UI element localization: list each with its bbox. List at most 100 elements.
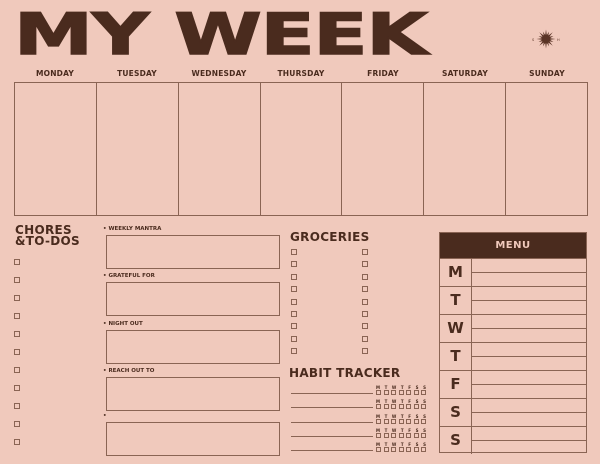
habit-day-letter: T <box>384 427 388 433</box>
habit-line[interactable] <box>291 435 373 437</box>
grocery-checkbox[interactable] <box>362 323 368 330</box>
day-cell[interactable] <box>342 83 425 215</box>
grocery-checkbox[interactable] <box>362 348 368 355</box>
habit-checkbox[interactable] <box>413 447 419 453</box>
menu-line[interactable] <box>472 329 586 342</box>
habit-checkbox[interactable] <box>413 390 419 395</box>
habit-checkbox[interactable] <box>376 447 381 453</box>
day-cell[interactable] <box>179 83 261 215</box>
habit-checkbox[interactable] <box>421 418 426 424</box>
grocery-checkbox[interactable] <box>291 323 297 330</box>
grocery-checkbox[interactable] <box>362 273 368 280</box>
habit-checkbox[interactable] <box>421 404 426 410</box>
grocery-checkbox[interactable] <box>362 298 368 305</box>
habit-checkbox[interactable] <box>421 447 426 453</box>
chore-checkbox[interactable] <box>14 421 20 427</box>
menu-line[interactable] <box>472 399 586 413</box>
menu-line[interactable] <box>472 441 586 454</box>
habit-checkbox[interactable] <box>391 390 396 395</box>
habit-line[interactable] <box>291 407 373 409</box>
habit-line[interactable] <box>291 421 373 423</box>
habit-checkbox[interactable] <box>398 447 404 453</box>
menu-line[interactable] <box>472 301 586 314</box>
habit-checkbox[interactable] <box>406 447 411 453</box>
menu-line[interactable] <box>472 343 586 357</box>
grocery-checkbox[interactable] <box>362 261 368 268</box>
chore-checkbox[interactable] <box>14 331 20 337</box>
habit-checkbox[interactable] <box>391 404 396 410</box>
habit-line[interactable] <box>291 393 373 394</box>
menu-line[interactable] <box>472 287 586 301</box>
grocery-checkbox[interactable] <box>362 335 368 342</box>
chore-checkbox[interactable] <box>14 349 20 355</box>
day-cell[interactable] <box>261 83 343 215</box>
menu-line[interactable] <box>472 259 586 273</box>
habit-checkbox[interactable] <box>406 390 411 395</box>
grocery-checkbox[interactable] <box>291 286 297 293</box>
menu-line[interactable] <box>472 413 586 426</box>
habit-checkbox[interactable] <box>413 404 419 410</box>
menu-line[interactable] <box>472 427 586 441</box>
chore-checkbox[interactable] <box>14 277 20 283</box>
grocery-checkbox[interactable] <box>291 249 297 255</box>
day-cell[interactable] <box>424 83 507 215</box>
habit-checkbox[interactable] <box>406 404 411 410</box>
menu-line[interactable] <box>472 371 586 385</box>
habit-checkbox[interactable] <box>398 418 404 424</box>
habit-checkbox[interactable] <box>383 418 389 424</box>
grocery-checkbox[interactable] <box>362 286 368 293</box>
day-cell[interactable] <box>506 83 587 215</box>
grocery-checkbox[interactable] <box>362 249 368 255</box>
section-box[interactable] <box>106 377 280 411</box>
habit-checkbox[interactable] <box>391 418 396 424</box>
grocery-checkbox[interactable] <box>291 298 297 305</box>
habit-checkbox[interactable] <box>398 404 404 410</box>
menu-line[interactable] <box>472 357 586 370</box>
chore-checkbox[interactable] <box>14 313 20 319</box>
section-box[interactable] <box>106 422 280 456</box>
habit-checkbox[interactable] <box>406 432 411 438</box>
habit-checkbox[interactable] <box>391 447 396 453</box>
chore-checkbox[interactable] <box>14 367 20 373</box>
grocery-checkbox[interactable] <box>291 261 297 268</box>
menu-day-letter: T <box>440 287 472 314</box>
habit-checkbox[interactable] <box>383 447 389 453</box>
chore-checkbox[interactable] <box>14 385 20 391</box>
day-cell[interactable] <box>15 83 97 215</box>
habit-day-letter: S <box>415 399 419 405</box>
habit-checkbox[interactable] <box>376 432 381 438</box>
habit-checkbox[interactable] <box>383 404 389 410</box>
grocery-checkbox[interactable] <box>291 273 297 280</box>
menu-line[interactable] <box>472 315 586 329</box>
grocery-checkbox[interactable] <box>362 311 368 317</box>
habit-checkbox[interactable] <box>406 418 411 424</box>
section-box[interactable] <box>106 330 280 364</box>
section-box[interactable] <box>106 235 280 269</box>
day-cell[interactable] <box>97 83 179 215</box>
chore-checkbox[interactable] <box>14 439 20 445</box>
grocery-checkbox[interactable] <box>291 311 297 317</box>
habit-checkbox[interactable] <box>421 432 426 438</box>
menu-line[interactable] <box>472 273 586 286</box>
habit-checkbox[interactable] <box>413 418 419 424</box>
habit-day-letter: S <box>423 427 426 433</box>
habit-checkbox[interactable] <box>398 432 404 438</box>
chore-checkbox[interactable] <box>14 295 20 301</box>
habit-checkbox[interactable] <box>383 390 389 395</box>
grocery-checkbox[interactable] <box>291 348 297 355</box>
grocery-checkbox[interactable] <box>291 335 297 342</box>
chore-checkbox[interactable] <box>14 403 20 409</box>
week-grid <box>14 82 588 216</box>
habit-checkbox[interactable] <box>398 390 404 395</box>
habit-line[interactable] <box>291 450 373 452</box>
habit-checkbox[interactable] <box>376 390 381 395</box>
habit-checkbox[interactable] <box>413 432 419 438</box>
habit-checkbox[interactable] <box>376 418 381 424</box>
habit-checkbox[interactable] <box>383 432 389 438</box>
section-box[interactable] <box>106 282 280 316</box>
habit-checkbox[interactable] <box>391 432 396 438</box>
chore-checkbox[interactable] <box>14 259 20 265</box>
habit-checkbox[interactable] <box>421 390 426 395</box>
menu-line[interactable] <box>472 385 586 398</box>
habit-checkbox[interactable] <box>376 404 381 410</box>
